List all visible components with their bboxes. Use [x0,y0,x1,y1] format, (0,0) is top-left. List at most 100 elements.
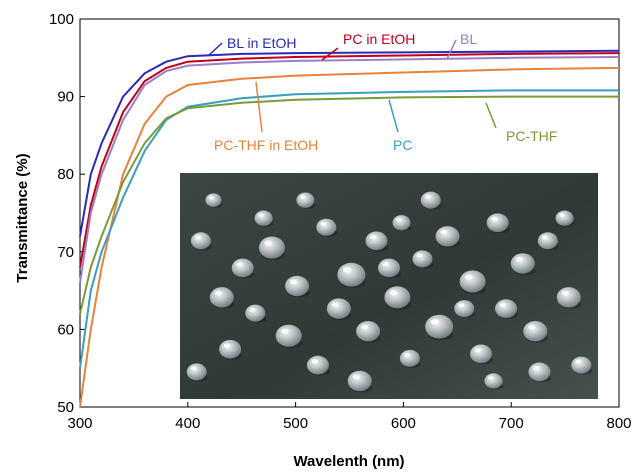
pellet [420,191,441,209]
pellet-highlight [541,235,548,240]
pellet-highlight [320,221,327,226]
pellet-highlight [258,213,264,217]
pellet [523,321,548,342]
y-tick-label: 60 [57,321,74,338]
series-label-5: PC-THF [506,128,557,144]
x-tick-label: 800 [606,415,631,432]
x-tick-label: 400 [175,415,200,432]
pellet [245,304,266,322]
pellet [296,192,315,208]
pellet-highlight [424,194,431,199]
pellet [186,363,207,381]
pellet [571,356,592,374]
pellet-highlight [430,318,440,325]
pellet [486,213,509,233]
series-label-3: PC-THF in EtOH [214,137,318,153]
pellet [209,287,234,308]
series-label-4: PC [393,137,412,153]
x-tick-label: 300 [67,415,92,432]
series-labels: BL in EtOH PC in EtOH BL PC-THF in EtOH PC PC… [207,31,557,153]
pellet-highlight [474,347,481,353]
pellet [510,253,535,274]
leader-line-0 [207,42,223,57]
pellet-highlight [280,328,289,334]
pellet [555,210,574,226]
pellet [378,258,400,278]
leader-line-1 [321,47,339,61]
pellet [556,287,581,308]
pellet [537,232,558,250]
plot-frame [79,18,620,408]
pellet-highlight [559,213,565,217]
pellet-highlight [352,374,360,380]
series-label-0: BL in EtOH [227,35,297,51]
pellet-highlight [416,253,423,258]
x-tick-label: 600 [391,415,416,432]
pellet [435,226,460,247]
pellet-highlight [389,290,398,296]
pellet [365,231,388,251]
series-line-1 [79,52,620,268]
pellet-highlight [208,195,214,199]
pellet-highlight [236,261,243,267]
pellet [412,250,433,268]
pellet-highlight [491,216,498,222]
pellet-highlight [264,240,272,246]
series-lines [79,49,620,408]
plot-axes: 50 60 70 80 90 100 300 400 500 600 700 800 [49,11,632,432]
x-tick-label: 500 [283,415,308,432]
pellet-highlight [342,267,352,273]
series-line-3 [79,66,620,408]
pellet-highlight [561,290,569,296]
pellet [356,321,381,342]
pellet-highlight [331,302,339,307]
x-axis-title: Wavelenth (nm) [293,453,404,470]
leader-line-2 [446,39,457,60]
pellet-highlight [190,366,197,371]
pellet [384,286,411,309]
pellet-highlight [360,324,369,330]
pellet [316,218,337,236]
pellet-highlight [532,365,540,371]
pellet [231,258,254,278]
leader-line-4 [388,99,399,133]
y-tick-label: 80 [57,166,74,183]
series-label-2: BL [460,31,477,47]
pellet [258,236,285,259]
pellet-highlight [515,256,523,262]
pellet-highlight [289,279,298,285]
pellet [285,275,310,297]
pellet-highlight [403,352,410,357]
x-tick-label: 700 [499,415,524,432]
photo-background [180,173,598,399]
pellet [219,339,242,359]
pellet [306,355,329,375]
y-axis-title: Transmittance (%) [14,153,31,282]
pellet [205,193,222,207]
pellet-highlight [458,303,465,308]
pellet-highlight [369,234,377,240]
pellet-highlight [396,217,402,222]
pellet-highlight [311,359,318,364]
leader-line-3 [255,81,263,133]
y-tick-label: 50 [57,399,74,416]
pellet-highlight [464,274,473,280]
pellet [190,232,211,250]
pellet-highlight [194,235,201,240]
pellet-highlight [223,343,231,348]
pellet [337,262,366,287]
pellet [254,210,273,226]
pellet-highlight [214,290,222,296]
y-tick-label: 100 [49,11,74,28]
pellet [392,215,411,231]
pellet-highlight [499,302,507,307]
pellet [484,373,503,389]
pellet [528,362,551,382]
series-label-1: PC in EtOH [343,31,415,47]
pellet-highlight [300,195,306,199]
pellet-highlight [440,229,448,235]
y-tick-label: 90 [57,89,74,106]
leader-line-5 [485,102,497,129]
pellet-highlight [249,307,256,312]
